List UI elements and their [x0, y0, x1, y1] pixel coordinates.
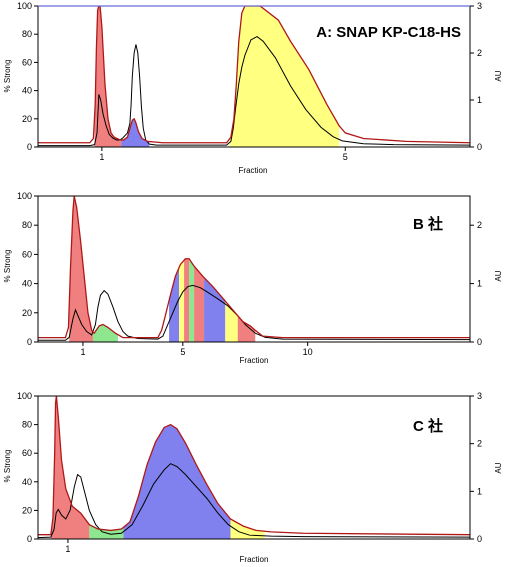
x-tick-label-c-0: 1 — [65, 544, 70, 554]
y-tick-label-left-a-0: 0 — [27, 142, 32, 152]
fraction-fill-b-4 — [179, 260, 185, 342]
y-tick-label-left-a-5: 100 — [17, 1, 32, 11]
fraction-fill-a-1 — [94, 6, 122, 147]
y-tick-label-left-a-1: 20 — [22, 114, 32, 124]
chart-title-a: A: SNAP KP-C18-HS — [316, 24, 461, 41]
fraction-fill-a-2 — [121, 118, 150, 147]
chart-panel-b: 0 20 40 60 80 100 0 1 2 1 5 10 B 社 % Strong AU Frac… — [3, 191, 503, 365]
y-tick-label-left-b-5: 100 — [17, 191, 32, 201]
x-tick-label-a-0: 1 — [99, 152, 104, 162]
fraction-fills-c — [50, 398, 265, 539]
y-tick-label-right-b-0: 0 — [477, 337, 482, 347]
y-axis-label-right-c: AU — [494, 462, 503, 473]
y-tick-label-left-b-4: 80 — [22, 220, 32, 230]
y-tick-label-right-c-0: 0 — [477, 534, 482, 544]
chart-panel-a: 0 20 40 60 80 100 0 1 2 3 1 5 A: SNAP KP-C18-HS % S… — [3, 1, 503, 175]
fraction-fill-b-7 — [194, 266, 205, 342]
y-tick-label-right-b-1: 1 — [477, 279, 482, 289]
axis-ticks-a: 0 20 40 60 80 100 0 1 2 3 1 5 — [17, 1, 482, 162]
y-tick-label-left-c-2: 40 — [22, 477, 32, 487]
y-tick-label-left-a-3: 60 — [22, 57, 32, 67]
x-tick-label-b-2: 10 — [303, 347, 313, 357]
axis-ticks-b: 0 20 40 60 80 100 0 1 2 1 5 10 — [17, 191, 482, 357]
plot-frame-b — [37, 195, 471, 343]
x-tick-label-b-1: 5 — [180, 347, 185, 357]
x-tick-label-b-0: 1 — [80, 347, 85, 357]
y-tick-label-left-a-4: 80 — [22, 29, 32, 39]
axis-ticks-c: 0 20 40 60 80 100 0 1 2 3 1 — [17, 391, 482, 554]
uv-trace-a — [38, 35, 470, 147]
fraction-fill-c-1 — [50, 398, 90, 539]
x-axis-label-c: Fraction — [240, 555, 269, 564]
y-tick-label-right-a-3: 3 — [477, 1, 482, 11]
y-tick-label-left-c-4: 80 — [22, 420, 32, 430]
y-tick-label-left-c-3: 60 — [22, 448, 32, 458]
y-tick-label-left-c-5: 100 — [17, 391, 32, 401]
gradient-trace-c — [38, 396, 470, 536]
y-tick-label-right-c-1: 1 — [477, 486, 482, 496]
y-axis-label-left-b: % Strong — [3, 250, 12, 283]
x-axis-label-a: Fraction — [239, 166, 268, 175]
fraction-fill-a-3 — [229, 6, 340, 147]
chart-title-c: C 社 — [413, 417, 443, 435]
uv-trace-b — [38, 284, 470, 341]
fraction-fill-c-3 — [123, 425, 231, 539]
y-tick-label-right-c-3: 3 — [477, 391, 482, 401]
fraction-fills-a — [94, 6, 340, 147]
y-tick-label-left-a-2: 40 — [22, 86, 32, 96]
fraction-fill-b-2 — [92, 324, 118, 342]
plot-frame-c — [37, 395, 471, 540]
y-tick-label-right-a-1: 1 — [477, 95, 482, 105]
fraction-fill-b-6 — [189, 258, 195, 342]
gradient-trace-a — [38, 6, 470, 144]
y-axis-label-left-c: % Strong — [3, 450, 12, 483]
fraction-fill-b-9 — [225, 301, 238, 342]
fraction-fill-b-3 — [169, 267, 180, 342]
fraction-fill-c-2 — [89, 524, 124, 539]
chart-panel-c: 0 20 40 60 80 100 0 1 2 3 1 C 社 % Strong AU Fracti… — [3, 391, 503, 564]
fraction-fill-b-5 — [184, 258, 190, 342]
y-tick-label-right-c-2: 2 — [477, 439, 482, 449]
y-tick-label-left-b-1: 20 — [22, 308, 32, 318]
y-tick-label-left-b-0: 0 — [27, 337, 32, 347]
gradient-trace-b — [38, 196, 470, 339]
y-tick-label-left-b-3: 60 — [22, 249, 32, 259]
fraction-fill-b-8 — [204, 277, 226, 342]
y-tick-label-right-b-2: 2 — [477, 220, 482, 230]
x-tick-label-a-1: 5 — [343, 152, 348, 162]
y-tick-label-left-c-0: 0 — [27, 534, 32, 544]
y-tick-label-right-a-0: 0 — [477, 142, 482, 152]
uv-trace-c — [38, 463, 470, 539]
x-axis-label-b: Fraction — [240, 356, 269, 365]
fraction-fills-b — [69, 197, 256, 342]
y-tick-label-right-a-2: 2 — [477, 48, 482, 58]
y-axis-label-left-a: % Strong — [3, 60, 12, 93]
chart-title-b: B 社 — [413, 215, 443, 233]
y-axis-label-right-a: AU — [494, 70, 503, 81]
y-axis-label-right-b: AU — [494, 270, 503, 281]
fraction-fill-b-10 — [237, 315, 256, 342]
y-tick-label-left-b-2: 40 — [22, 279, 32, 289]
y-tick-label-left-c-1: 20 — [22, 505, 32, 515]
